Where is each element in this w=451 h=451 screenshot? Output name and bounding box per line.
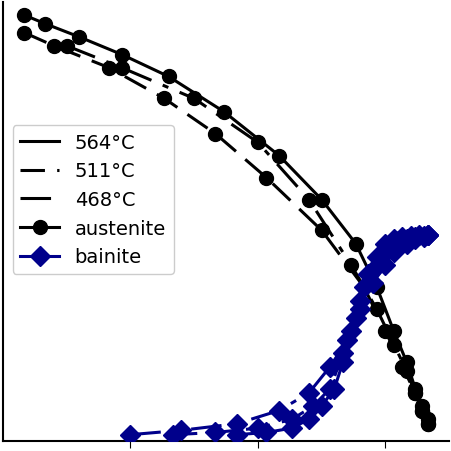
Legend: 564°C, 511°C, 468°C, austenite, bainite: 564°C, 511°C, 468°C, austenite, bainite	[13, 125, 173, 275]
